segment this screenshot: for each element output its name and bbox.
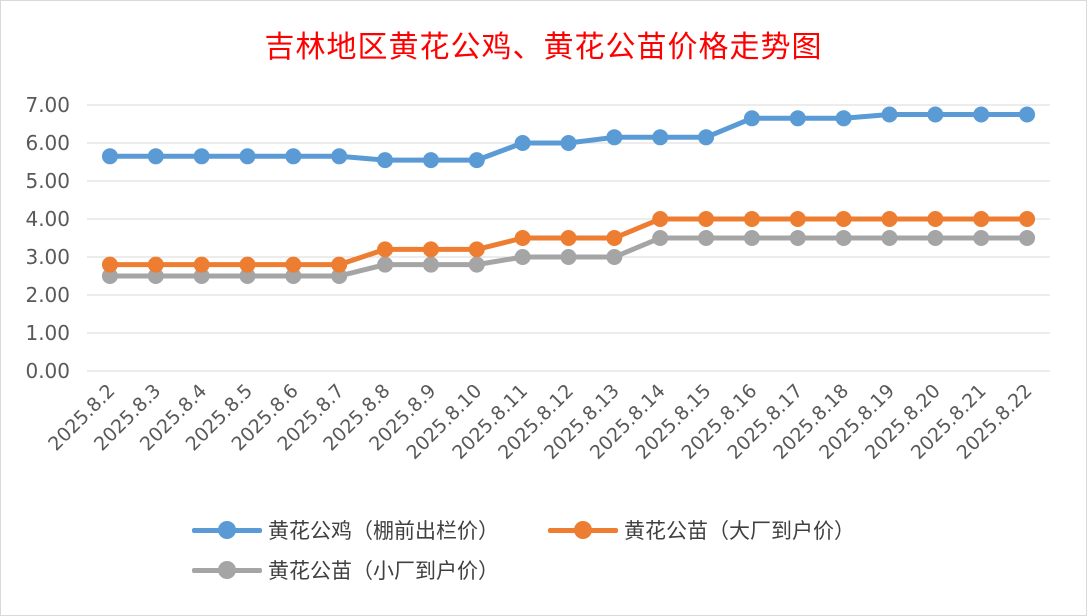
data-point-1 xyxy=(560,230,577,246)
data-point-2 xyxy=(422,256,439,273)
legend-item-rooster: 黄花公鸡（棚前出栏价） xyxy=(192,515,499,545)
data-point-2 xyxy=(101,268,118,284)
data-point-2 xyxy=(881,230,898,246)
y-tick-label: 1.00 xyxy=(25,321,70,345)
data-point-2 xyxy=(514,249,531,265)
data-point-0 xyxy=(101,148,118,165)
data-point-1 xyxy=(743,211,760,227)
data-point-2 xyxy=(239,268,256,284)
data-point-0 xyxy=(560,135,577,151)
legend-marker-chick-small xyxy=(192,555,262,585)
data-point-1 xyxy=(422,241,439,258)
data-point-2 xyxy=(973,230,990,246)
data-point-2 xyxy=(835,230,852,246)
data-point-1 xyxy=(468,241,485,258)
data-point-0 xyxy=(652,129,669,146)
legend-marker-rooster xyxy=(192,515,262,545)
data-point-1 xyxy=(377,241,394,258)
data-point-1 xyxy=(331,256,348,273)
y-tick-label: 0.00 xyxy=(25,359,70,383)
data-point-0 xyxy=(881,106,898,123)
data-point-0 xyxy=(193,148,210,165)
data-point-0 xyxy=(422,152,439,169)
data-point-0 xyxy=(698,129,715,146)
data-point-0 xyxy=(973,106,990,123)
data-point-2 xyxy=(743,230,760,246)
data-point-1 xyxy=(835,211,852,227)
data-point-0 xyxy=(377,152,394,169)
data-point-2 xyxy=(285,268,302,284)
legend-marker-chick-large xyxy=(548,515,618,545)
data-point-2 xyxy=(606,249,623,265)
data-point-0 xyxy=(606,129,623,146)
data-point-1 xyxy=(193,256,210,273)
data-point-2 xyxy=(927,230,944,246)
data-point-0 xyxy=(789,110,806,127)
y-tick-label: 4.00 xyxy=(25,207,70,231)
data-point-2 xyxy=(560,249,577,265)
data-point-0 xyxy=(147,148,164,165)
legend-item-chick-small: 黄花公苗（小厂到户价） xyxy=(192,555,499,585)
data-point-2 xyxy=(193,268,210,284)
data-point-0 xyxy=(835,110,852,127)
data-point-1 xyxy=(652,211,669,227)
y-tick-label: 7.00 xyxy=(25,93,70,117)
data-point-1 xyxy=(973,211,990,227)
data-point-1 xyxy=(239,256,256,273)
data-point-2 xyxy=(468,256,485,273)
y-tick-label: 3.00 xyxy=(25,245,70,269)
data-point-0 xyxy=(285,148,302,165)
data-point-2 xyxy=(789,230,806,246)
data-point-1 xyxy=(698,211,715,227)
legend-item-chick-large: 黄花公苗（大厂到户价） xyxy=(548,515,855,545)
data-point-1 xyxy=(881,211,898,227)
data-point-0 xyxy=(514,135,531,151)
data-point-2 xyxy=(147,268,164,284)
data-point-0 xyxy=(331,148,348,165)
data-point-2 xyxy=(652,230,669,246)
data-point-2 xyxy=(698,230,715,246)
data-point-1 xyxy=(927,211,944,227)
chart-title: 吉林地区黄花公鸡、黄花公苗价格走势图 xyxy=(264,30,823,65)
legend-label-chick-small: 黄花公苗（小厂到户价） xyxy=(268,559,499,583)
data-point-2 xyxy=(331,268,348,284)
data-point-1 xyxy=(147,256,164,273)
y-tick-label: 6.00 xyxy=(25,131,70,155)
data-point-1 xyxy=(101,256,118,273)
y-tick-label: 5.00 xyxy=(25,169,70,193)
data-point-0 xyxy=(743,110,760,127)
data-point-0 xyxy=(927,106,944,123)
data-point-2 xyxy=(377,256,394,273)
data-point-1 xyxy=(285,256,302,273)
y-tick-label: 2.00 xyxy=(25,283,70,307)
data-point-0 xyxy=(239,148,256,165)
data-point-2 xyxy=(1019,230,1036,246)
data-point-1 xyxy=(789,211,806,227)
data-point-0 xyxy=(468,152,485,169)
data-point-1 xyxy=(514,230,531,246)
data-point-1 xyxy=(606,230,623,246)
data-point-0 xyxy=(1019,106,1036,123)
legend-label-chick-large: 黄花公苗（大厂到户价） xyxy=(624,519,855,543)
data-point-1 xyxy=(1019,211,1036,227)
legend-label-rooster: 黄花公鸡（棚前出栏价） xyxy=(268,519,499,543)
